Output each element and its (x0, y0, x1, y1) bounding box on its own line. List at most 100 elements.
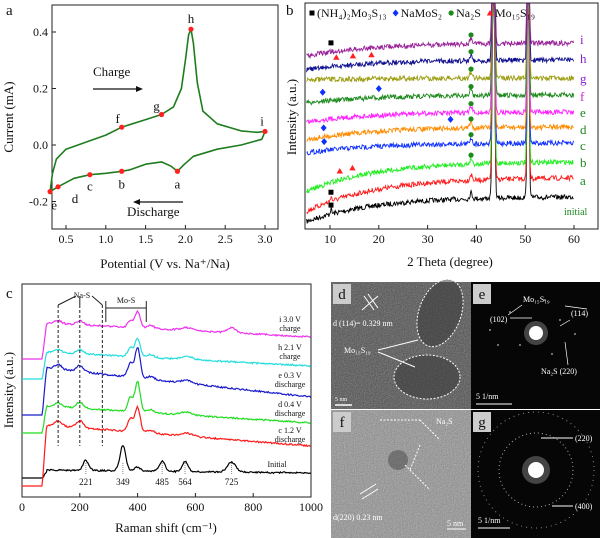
x-tick-label: 1.5 (138, 232, 153, 246)
xrd-marker-diamond-icon (319, 88, 326, 96)
cv-point-d (55, 184, 61, 190)
legend-label: Na₂S (456, 6, 481, 20)
cv-point-e (47, 189, 53, 195)
panel-letter-d: d (338, 287, 346, 303)
xrd-marker-triangle-icon (336, 167, 343, 174)
x-tick-label: 3.0 (258, 232, 273, 246)
raman-spectrum-Initial (22, 445, 311, 479)
diffraction-ring (498, 432, 574, 508)
peak-label: 564 (178, 477, 192, 487)
panel-letter-b: b (286, 3, 294, 19)
legend-triangle-icon (486, 10, 494, 16)
central-beam (528, 462, 544, 478)
pointer-line (507, 304, 588, 366)
ring-label: Na₂S (220) (541, 367, 577, 376)
phase-label: Na₂S (436, 417, 453, 426)
panel-letter-box (473, 284, 491, 304)
diffraction-spot (497, 344, 499, 346)
panel-letter-a: a (6, 3, 13, 19)
xrd-marker-circle-icon (468, 66, 474, 72)
xrd-marker-square-icon (328, 202, 334, 208)
cv-point-label: i (260, 113, 264, 128)
xrd-series-label: g (580, 71, 587, 86)
legend-diamond-icon (392, 9, 399, 17)
xrd-marker-triangle-icon (349, 52, 357, 59)
x-tick-label: 0 (19, 500, 25, 514)
raman-spectrum-c (22, 404, 311, 487)
mo-s-bracket-icon (105, 301, 147, 322)
xrd-marker-diamond-icon (447, 115, 454, 123)
xrd-marker-diamond-icon (321, 138, 328, 146)
raman-series-sublabel: discharge (275, 409, 306, 418)
scale-label: 5 nm (335, 397, 348, 403)
ring-label: (400) (575, 502, 593, 511)
particle (388, 450, 408, 470)
panel-letter-g: g (478, 415, 486, 431)
cv-point-label: d (72, 191, 79, 206)
xrd-marker-circle-icon (468, 101, 474, 107)
cv-point-h (188, 26, 194, 32)
cv-point-b (119, 168, 125, 174)
legend-label: (NH₄)₂Mo₃S₁₃ (317, 6, 387, 20)
xrd-marker-triangle-icon (349, 164, 356, 171)
raman-series-label: i 3.0 V (279, 315, 301, 324)
xrd-series-label: a (580, 173, 586, 188)
xrd-series-label: c (580, 138, 586, 153)
diffraction-spot (574, 333, 576, 335)
x-axis-label: Potential (V vs. Na⁺/Na) (100, 256, 229, 271)
x-tick-label: 200 (71, 500, 89, 514)
xrd-marker-diamond-icon (320, 124, 327, 132)
cv-point-label: a (175, 176, 181, 191)
xrd-pattern-initial (306, 3, 574, 224)
raman-series-sublabel: discharge (275, 435, 306, 444)
particle-outline (393, 354, 461, 400)
particle-outline (380, 419, 441, 491)
micrograph-e (471, 282, 600, 409)
x-tick-label: 400 (129, 500, 147, 514)
cv-point-label: g (153, 98, 160, 113)
xrd-series-label: f (580, 89, 585, 104)
diffraction-spot (519, 344, 521, 346)
y-axis-label: Intensity (a.u.) (1, 352, 16, 428)
raman-series-label: e 0.3 V (278, 371, 301, 380)
y-tick-label: 0.4 (33, 25, 48, 39)
diffraction-spot (489, 329, 491, 331)
xrd-marker-triangle-icon (368, 51, 375, 58)
micrograph-texture (331, 410, 471, 538)
scale-label: 5 1/nm (478, 516, 501, 525)
discharge-annotation: Discharge (127, 204, 180, 219)
diffraction-spot (551, 353, 553, 355)
x-axis-label: Raman shift (cm⁻¹) (115, 520, 217, 535)
legend-label: Mo₁₅S₁₉ (495, 6, 535, 20)
panel-letter-c: c (6, 286, 13, 302)
y-tick-label: -0.2 (29, 195, 48, 209)
x-axis-label: 2 Theta (degree) (407, 254, 493, 269)
central-beam (529, 326, 543, 340)
ring-label: (220) (575, 434, 593, 443)
phase-label: Mo₁₅S₁₉ (523, 295, 550, 304)
cv-point-g (158, 111, 165, 118)
x-tick-label: 800 (244, 500, 262, 514)
cv-curve-discharge (49, 131, 266, 193)
x-tick-label: 10 (324, 232, 336, 246)
y-tick-label: 0.0 (33, 138, 48, 152)
xrd-marker-circle-icon (468, 152, 474, 158)
raman-series-label: Initial (267, 460, 287, 469)
raman-series-label: h 2.1 V (278, 343, 302, 352)
xrd-series-label: initial (564, 207, 588, 218)
panel-letter-e: e (479, 287, 486, 303)
pointer-line (377, 339, 419, 368)
ring-label: (102) (490, 315, 508, 324)
cv-plot-frame (51, 4, 279, 230)
xrd-marker-triangle-icon (333, 54, 340, 60)
d-spacing-label: d (114)= 0.329 nm (333, 319, 394, 328)
particle-outline (416, 278, 464, 348)
diffraction-ring (477, 411, 595, 529)
xrd-marker-square-icon (328, 189, 334, 195)
xrd-marker-circle-icon (468, 49, 474, 55)
cv-point-c (87, 172, 93, 178)
cv-point-a (174, 168, 181, 174)
peak-label: 485 (155, 477, 169, 487)
raman-series-sublabel: discharge (275, 380, 306, 389)
xrd-series-label: d (580, 122, 587, 137)
